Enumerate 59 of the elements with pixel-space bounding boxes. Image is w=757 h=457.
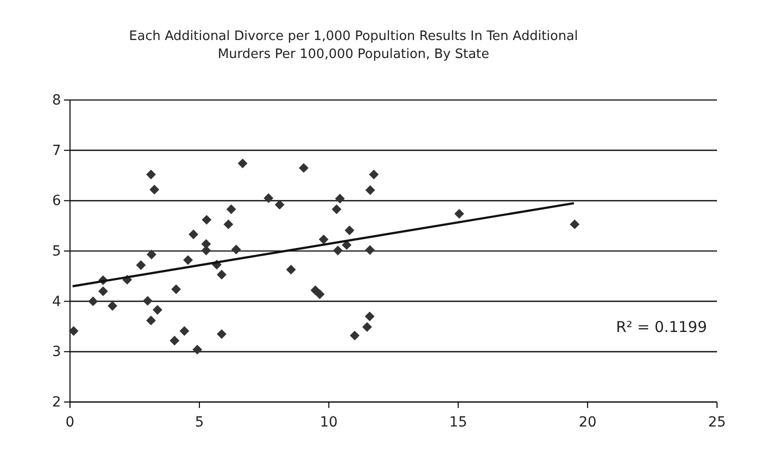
- point: [88, 296, 98, 306]
- point: [314, 289, 325, 300]
- y-tick-label: 7: [52, 142, 61, 159]
- point: [364, 312, 375, 322]
- point: [365, 185, 376, 195]
- y-tick-label: 8: [52, 92, 61, 108]
- point: [216, 270, 227, 280]
- point: [344, 226, 354, 236]
- point: [68, 326, 78, 336]
- point: [231, 244, 241, 254]
- point: [98, 286, 108, 296]
- point: [318, 234, 328, 244]
- point: [192, 344, 202, 355]
- point: [136, 260, 146, 270]
- point: [188, 230, 198, 240]
- point: [264, 193, 274, 203]
- x-tick-label: 0: [66, 414, 74, 430]
- point: [368, 170, 379, 180]
- annotation: R² = 0.1199: [616, 318, 707, 336]
- x-tick-label: 15: [449, 414, 468, 430]
- x-tick-label: 20: [578, 414, 597, 430]
- point: [226, 204, 236, 214]
- point: [146, 316, 156, 326]
- point: [150, 184, 160, 194]
- chart-title: Each Additional Divorce per 1,000 Popultion Results In Ten Additional Murders Per 100,000 Population, By State: [129, 29, 578, 62]
- x-tick-label: 5: [194, 414, 204, 430]
- point: [238, 158, 248, 168]
- point: [171, 284, 181, 294]
- point: [108, 301, 118, 311]
- y-tick-label: 2: [52, 394, 61, 410]
- point: [286, 264, 296, 274]
- point: [170, 336, 180, 346]
- point: [201, 246, 211, 256]
- point: [180, 326, 190, 336]
- point: [570, 219, 580, 230]
- x-tick-label: 25: [708, 414, 726, 430]
- point: [342, 240, 352, 250]
- point: [335, 194, 345, 204]
- point: [152, 305, 162, 315]
- point: [216, 329, 227, 339]
- point: [183, 255, 193, 265]
- point: [146, 250, 156, 260]
- point: [274, 200, 284, 210]
- point: [146, 170, 156, 180]
- point: [332, 204, 342, 214]
- point: [362, 322, 372, 332]
- point: [333, 246, 343, 256]
- point: [202, 214, 212, 225]
- y-tick-label: 4: [52, 294, 62, 310]
- y-tick-label: 6: [52, 193, 62, 210]
- point: [224, 219, 234, 230]
- y-tick-label: 3: [52, 344, 61, 360]
- y-tick-label: 5: [52, 243, 61, 260]
- point: [350, 330, 360, 340]
- point: [365, 245, 375, 255]
- point: [454, 208, 464, 219]
- x-tick-label: 10: [320, 414, 338, 430]
- point: [142, 296, 152, 306]
- point: [298, 163, 309, 173]
